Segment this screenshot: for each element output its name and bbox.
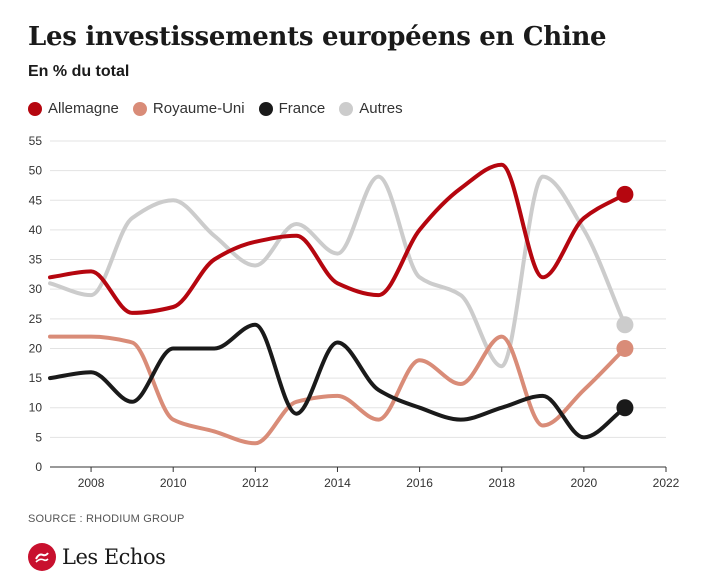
legend: Allemagne Royaume-Uni France Autres <box>28 100 417 117</box>
y-tick-label: 30 <box>29 282 43 296</box>
brand-logo: Les Echos <box>28 543 166 571</box>
chart-subtitle: En % du total <box>28 63 130 80</box>
brand-name: Les Echos <box>62 545 166 569</box>
x-tick-label: 2012 <box>242 476 269 490</box>
y-tick-label: 55 <box>29 134 43 148</box>
y-tick-label: 10 <box>29 401 43 415</box>
series-line-royaume-uni <box>48 334 627 446</box>
legend-label: Royaume-Uni <box>152 100 245 117</box>
end-point-marker <box>616 339 634 357</box>
series-line-autres <box>48 174 627 369</box>
y-tick-label: 40 <box>29 223 43 237</box>
legend-swatch <box>258 101 273 116</box>
chart-title: Les investissements européens en Chine <box>28 22 607 52</box>
y-tick-label: 5 <box>35 430 42 444</box>
legend-swatch <box>339 101 354 116</box>
legend-label: Autres <box>359 100 403 117</box>
x-tick-label: 2014 <box>324 476 351 490</box>
y-tick-label: 50 <box>29 164 43 178</box>
x-tick-label: 2022 <box>653 476 680 490</box>
y-tick-label: 15 <box>29 371 43 385</box>
y-tick-label: 20 <box>29 341 43 355</box>
y-tick-label: 45 <box>29 193 43 207</box>
les-echos-logo-icon <box>28 543 56 571</box>
x-tick-label: 2020 <box>571 476 598 490</box>
y-tick-label: 35 <box>29 253 43 267</box>
end-point-marker <box>616 185 634 203</box>
x-tick-label: 2008 <box>78 476 105 490</box>
legend-item: Allemagne <box>28 100 119 117</box>
series-line-france <box>48 322 627 440</box>
legend-item: Autres <box>339 100 403 117</box>
x-tick-label: 2010 <box>160 476 187 490</box>
end-point-marker <box>616 316 634 334</box>
legend-label: Allemagne <box>48 100 119 117</box>
legend-swatch <box>132 101 147 116</box>
legend-item: Royaume-Uni <box>132 100 245 117</box>
x-tick-label: 2018 <box>488 476 515 490</box>
source-note: SOURCE : RHODIUM GROUP <box>28 513 185 525</box>
series-line-allemagne <box>48 162 627 315</box>
y-tick-label: 0 <box>35 460 42 474</box>
y-tick-label: 25 <box>29 312 43 326</box>
legend-label: France <box>278 100 326 117</box>
end-point-marker <box>616 399 634 417</box>
x-tick-label: 2016 <box>406 476 433 490</box>
legend-item: France <box>258 100 326 117</box>
legend-swatch <box>28 101 42 116</box>
